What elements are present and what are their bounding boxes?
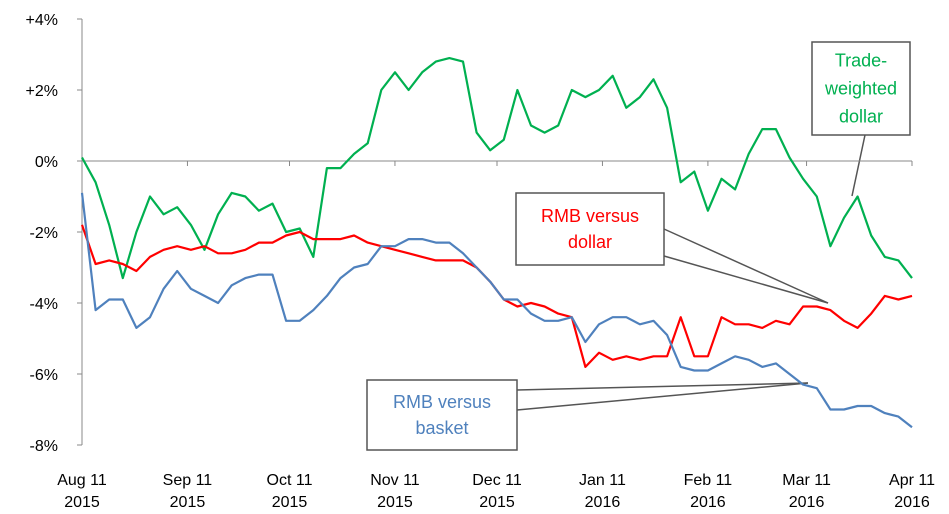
annotations: Trade-weighted dollar RMB versus dollar RMB … (393, 51, 897, 439)
annotation-text: RMB versus (393, 392, 491, 412)
callouts (366, 41, 911, 451)
annotation-text: dollar (568, 232, 612, 252)
x-tick-label: Dec 11 (472, 472, 522, 489)
x-tick-label: 2015 (272, 494, 308, 511)
x-tick-label: Aug 11 (57, 472, 107, 489)
x-tick-label: Nov 11 (370, 472, 420, 489)
annotation-text: basket (415, 418, 468, 438)
plot-area: +4% +2% 0% -2% -4% -6% -8% Aug 11 2015 Sep 11 2015… (26, 12, 936, 511)
annotation-text: weighted (824, 79, 897, 99)
x-tick-label: Oct 11 (267, 472, 313, 489)
y-tick-label: +2% (26, 83, 58, 100)
x-tick-label: Jan 11 (579, 472, 626, 489)
x-tick-label: 2015 (377, 494, 413, 511)
annotation-text: Trade- (835, 51, 887, 71)
x-tick-label: 2016 (690, 494, 726, 511)
callout-box (515, 192, 665, 266)
leader-line (663, 228, 829, 304)
leader-line (516, 382, 809, 411)
y-tick-label: -2% (30, 225, 58, 242)
leader-line (663, 255, 829, 304)
x-tick-label: Apr 11 (889, 472, 935, 489)
x-tick-label: Feb 11 (684, 472, 733, 489)
x-tick-label: 2015 (170, 494, 206, 511)
y-tick-label: -6% (30, 367, 58, 384)
x-tick-label: 2015 (479, 494, 515, 511)
x-tick-label: 2016 (585, 494, 621, 511)
callout-box (366, 379, 518, 451)
annotation-text: RMB versus (541, 206, 639, 226)
x-tick-label: Mar 11 (782, 472, 831, 489)
series-line (81, 57, 913, 280)
annotation-text: dollar (839, 107, 883, 127)
y-tick-label: +4% (26, 12, 58, 29)
callout-box (811, 41, 911, 136)
y-tick-label: 0% (35, 154, 58, 171)
leader-line (516, 382, 809, 391)
x-tick-label: 2016 (789, 494, 825, 511)
y-tick-label: -4% (30, 296, 58, 313)
x-tick-label: 2016 (894, 494, 930, 511)
x-tick-label: 2015 (64, 494, 100, 511)
leader-line (851, 134, 866, 197)
y-tick-label: -8% (30, 438, 58, 455)
series-line (80, 192, 913, 429)
x-tick-label: Sep 11 (163, 472, 213, 489)
